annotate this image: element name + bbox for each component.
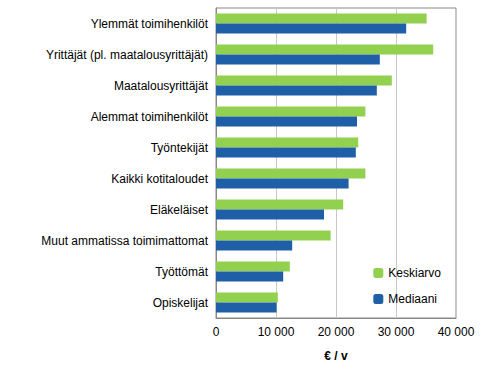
svg-text:20 000: 20 000 xyxy=(318,325,355,339)
svg-text:Opiskelijat: Opiskelijat xyxy=(153,296,209,310)
svg-text:Keskiarvo: Keskiarvo xyxy=(388,266,441,280)
svg-text:Työntekijät: Työntekijät xyxy=(151,141,209,155)
svg-text:40 000: 40 000 xyxy=(438,325,475,339)
svg-text:30 000: 30 000 xyxy=(378,325,415,339)
svg-text:Alemmat toimihenkilöt: Alemmat toimihenkilöt xyxy=(91,110,209,124)
svg-text:0: 0 xyxy=(213,325,220,339)
svg-text:Muut ammatissa toimimattomat: Muut ammatissa toimimattomat xyxy=(41,234,208,248)
svg-text:10 000: 10 000 xyxy=(258,325,295,339)
svg-text:Ylemmät toimihenkilöt: Ylemmät toimihenkilöt xyxy=(91,17,209,31)
svg-text:Kaikki kotitaloudet: Kaikki kotitaloudet xyxy=(111,172,208,186)
svg-text:Mediaani: Mediaani xyxy=(388,292,437,306)
svg-text:Yrittäjät (pl. maatalousyrittä: Yrittäjät (pl. maatalousyrittäjät) xyxy=(46,48,208,62)
svg-text:€ / v: € / v xyxy=(324,349,348,363)
svg-text:Eläkeläiset: Eläkeläiset xyxy=(150,203,209,217)
svg-text:Työttömät: Työttömät xyxy=(155,265,208,279)
svg-text:Maatalousyrittäjät: Maatalousyrittäjät xyxy=(114,79,209,93)
